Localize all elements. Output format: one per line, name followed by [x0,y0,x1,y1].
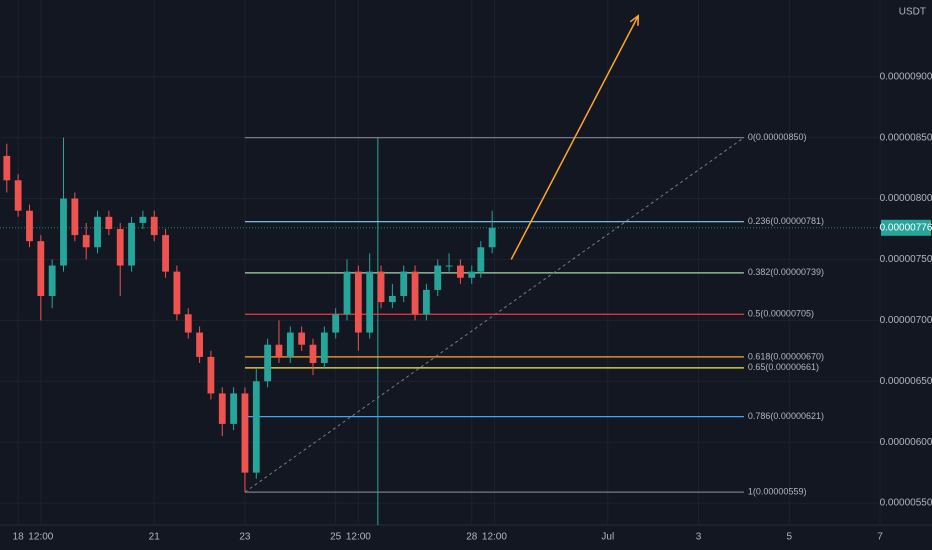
candle-body [411,271,419,315]
fib-label: 0.5(0.00000705) [748,309,814,319]
candle-body [128,222,135,266]
trend-line [244,137,745,493]
candle-body [434,265,442,290]
candle-body [105,216,113,230]
candle-body [207,356,215,394]
candle-body [184,314,192,333]
candle-body [468,271,476,278]
y-tick-label: 0.00000700 [880,315,932,326]
x-tick-label: 25 [330,532,342,543]
candle-body [354,271,362,333]
candle-body [218,393,226,424]
y-tick-label: 0.00000550 [880,498,932,509]
candle-body [48,265,56,296]
candle-body [388,295,396,303]
fib-label: 0(0.00000850) [748,132,807,142]
candle-body [286,332,294,357]
x-tick-label: 7 [877,532,883,543]
fib-label: 1(0.00000559) [748,486,807,496]
candle-body [37,241,45,296]
y-tick-label: 0.00000800 [880,193,932,204]
candle-body [230,393,238,424]
candle-body [332,314,340,333]
candle-body [26,210,33,242]
candle-body [252,381,260,473]
fib-label: 0.65(0.00000661) [748,362,819,372]
x-tick-label: 28 [466,532,478,543]
candle-body [241,393,249,473]
candle-body [275,344,283,357]
fib-label: 0.618(0.00000670) [748,351,824,361]
candle-body [162,235,169,272]
candle-body [173,271,181,315]
candle-body [377,271,385,303]
y-tick-label: 0.00000750 [880,254,932,265]
y-tick-label: 0.00000850 [880,132,932,143]
candle-body [320,332,328,363]
candle-body [400,271,408,296]
candle-body [343,271,351,315]
candle-body [298,332,306,345]
fib-label: 0.382(0.00000739) [748,267,824,277]
x-tick-label: 3 [696,532,702,543]
candle-body [366,271,374,333]
y-tick-label: 0.00000600 [880,437,932,448]
candle-body [71,198,79,236]
last-price-box [881,219,931,236]
x-tick-label: 5 [786,532,792,543]
candle-body [94,216,101,248]
x-tick-label: 23 [239,532,251,543]
candle-body [116,229,124,266]
candle-body [60,198,67,266]
arrow-head [629,14,640,26]
candle-body [3,155,11,181]
currency-label: USDT [899,7,926,18]
candle-body [488,227,496,248]
last-price-label: 0.00000776 [880,222,932,233]
candle-body [422,289,430,315]
candle-body [139,216,147,223]
x-tick-label: 12:00 [482,532,507,543]
x-tick-label: Jul [601,532,614,543]
candle-body [196,332,203,357]
fib-label: 0.236(0.00000781) [748,216,824,226]
arrow [510,15,639,260]
candle-body [264,344,272,382]
candle-body [457,265,464,278]
fib-label: 0.786(0.00000621) [748,411,824,421]
y-tick-label: 0.00000650 [880,376,932,387]
candle-body [14,180,22,211]
candle-body [150,216,158,236]
x-tick-label: 12:00 [346,532,371,543]
candle-body [445,265,453,267]
candle-body [309,344,317,363]
candle-body [82,235,90,248]
x-tick-label: 18 [13,532,25,543]
x-tick-label: 12:00 [28,532,53,543]
y-tick-label: 0.00000900 [880,71,932,82]
x-tick-label: 21 [149,532,161,543]
candle-body [477,247,485,272]
